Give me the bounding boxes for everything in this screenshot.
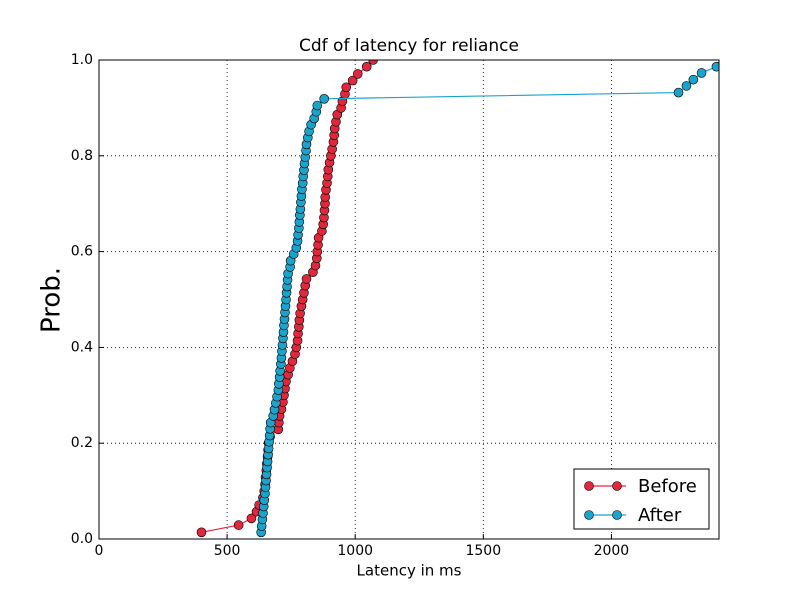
legend-marker xyxy=(584,510,594,520)
data-point xyxy=(319,93,329,104)
y-axis-label: Prob. xyxy=(37,267,67,333)
data-point xyxy=(681,81,692,91)
legend-box xyxy=(573,468,710,530)
x-tick-label: 1000 xyxy=(337,543,373,559)
data-point xyxy=(688,74,699,85)
data-point xyxy=(246,513,257,524)
x-tick-label: 0 xyxy=(95,543,104,559)
x-tick-label: 1500 xyxy=(465,543,501,559)
y-tick-label: 0.2 xyxy=(71,435,93,451)
data-point xyxy=(696,68,707,78)
legend-marker xyxy=(584,481,594,491)
x-tick-label: 500 xyxy=(214,543,241,559)
plot-frame xyxy=(98,59,720,540)
data-point xyxy=(352,69,363,79)
y-tick-label: 1.0 xyxy=(71,52,93,68)
legend-marker xyxy=(612,510,622,520)
legend-label: After xyxy=(638,505,682,526)
data-point xyxy=(312,100,323,111)
y-tick-label: 0.6 xyxy=(71,244,93,260)
legend-marker xyxy=(612,481,622,491)
data-point xyxy=(368,60,378,65)
y-tick-label: 0.4 xyxy=(71,339,93,355)
y-tick-label: 0.8 xyxy=(71,148,93,164)
data-point xyxy=(341,82,352,93)
data-point xyxy=(301,274,312,284)
data-point xyxy=(361,61,372,72)
legend-label: Before xyxy=(638,476,697,497)
chart-title: Cdf of latency for reliance xyxy=(299,36,519,56)
plot-area xyxy=(196,60,719,538)
data-point xyxy=(196,527,207,538)
x-tick-label: 2000 xyxy=(594,543,630,559)
data-point xyxy=(673,87,684,98)
y-tick-label: 0.0 xyxy=(71,531,93,547)
data-point xyxy=(347,75,358,86)
x-axis-label: Latency in ms xyxy=(357,562,462,580)
data-point xyxy=(233,520,244,530)
data-point xyxy=(711,61,719,72)
